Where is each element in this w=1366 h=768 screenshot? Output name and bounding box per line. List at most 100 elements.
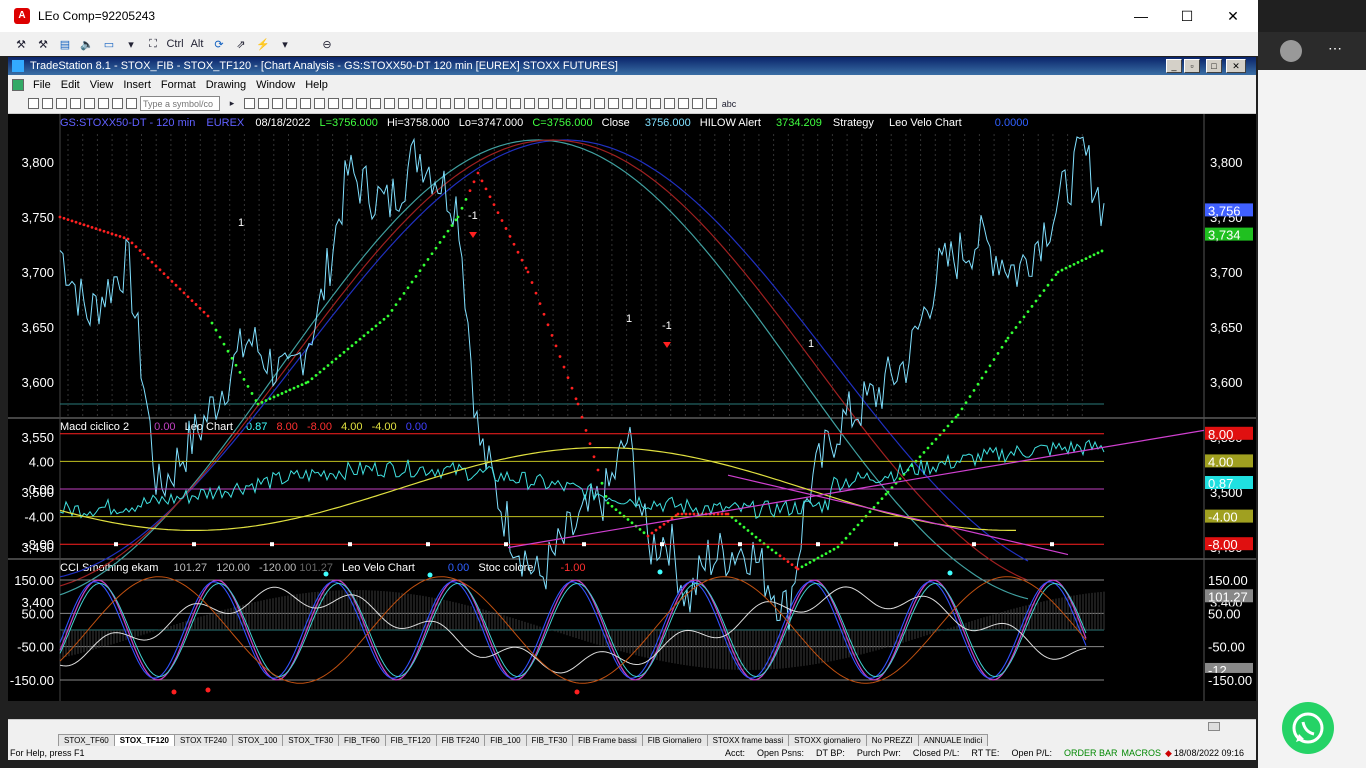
chevron-down-icon[interactable]: ▾ — [282, 38, 288, 51]
arc-icon[interactable] — [650, 98, 661, 109]
arrow-up-icon[interactable] — [678, 98, 689, 109]
tool-k-icon[interactable] — [398, 98, 409, 109]
menu-insert[interactable]: Insert — [123, 78, 151, 91]
tool-icon[interactable]: ⚒ — [16, 38, 26, 51]
paste-icon[interactable] — [112, 98, 123, 109]
trendline-icon[interactable] — [566, 98, 577, 109]
pointer-icon[interactable]: ⇗ — [236, 38, 246, 51]
menu-help[interactable]: Help — [305, 78, 328, 91]
workspace-tab[interactable]: ANNUALE Indici — [917, 734, 989, 746]
workspace-tab[interactable]: STOX TF240 — [173, 734, 233, 746]
arrows-icon[interactable] — [636, 98, 647, 109]
menu-file[interactable]: File — [33, 78, 51, 91]
copy-icon[interactable] — [98, 98, 109, 109]
ts-maximize-button[interactable]: □ — [1206, 59, 1222, 73]
workspace-tab[interactable]: STOXX frame bassi — [706, 734, 790, 746]
tool-b-icon[interactable] — [272, 98, 283, 109]
tool-m-icon[interactable] — [426, 98, 437, 109]
zoom-out-icon[interactable] — [468, 98, 479, 109]
workspace-tab[interactable]: FIB Giornaliero — [641, 734, 708, 746]
tool-c-icon[interactable] — [286, 98, 297, 109]
alt-key-button[interactable]: Alt — [190, 38, 204, 50]
grid-icon[interactable] — [126, 98, 137, 109]
tool2-icon[interactable]: ⚒ — [38, 38, 48, 51]
avatar[interactable] — [1280, 40, 1302, 62]
workspace-tab[interactable]: STOX_TF30 — [282, 734, 340, 746]
monitor-icon[interactable]: ▭ — [103, 38, 115, 51]
menu-format[interactable]: Format — [160, 78, 196, 91]
minimize-button[interactable]: — — [1134, 8, 1148, 24]
macros-button[interactable]: MACROS — [1121, 748, 1161, 758]
menu-drawing[interactable]: Drawing — [205, 78, 247, 91]
tool-r-icon[interactable] — [552, 98, 563, 109]
tool-o-icon[interactable] — [510, 98, 521, 109]
workspace-tab[interactable]: FIB Frame bassi — [572, 734, 643, 746]
fit-icon[interactable]: ⛶ — [149, 37, 157, 50]
tool-q-icon[interactable] — [538, 98, 549, 109]
ts-restore-button[interactable]: ▫ — [1184, 59, 1200, 73]
scroll-thumb[interactable] — [1208, 722, 1220, 731]
channel-icon[interactable] — [608, 98, 619, 109]
new-icon[interactable] — [28, 98, 39, 109]
tool-j-icon[interactable] — [384, 98, 395, 109]
chart-svg[interactable]: GS:STOXX50-DT - 120 min EUREX 08/18/2022… — [8, 114, 1256, 719]
crosshair-icon[interactable]: ⊖ — [322, 38, 332, 51]
ctrl-key-button[interactable]: Ctrl — [166, 38, 184, 50]
ts-close-button[interactable]: ✕ — [1226, 59, 1246, 73]
open-icon[interactable] — [42, 98, 53, 109]
lightning-icon[interactable]: ⚡ — [256, 38, 270, 51]
hline-icon[interactable] — [580, 98, 591, 109]
pointer-icon[interactable] — [496, 98, 507, 109]
workspace-tab[interactable]: FIB_TF60 — [338, 734, 386, 746]
print-icon[interactable] — [70, 98, 81, 109]
save-icon[interactable] — [56, 98, 67, 109]
ts-minimize-button[interactable]: _ — [1166, 59, 1182, 73]
menu-window[interactable]: Window — [256, 78, 296, 91]
chart-icon[interactable] — [244, 98, 255, 109]
arrow-down-icon[interactable] — [664, 98, 675, 109]
text-tool-icon[interactable]: abc — [721, 98, 737, 109]
chevron-down-icon[interactable]: ▾ — [128, 38, 134, 51]
chevron-down-icon[interactable]: ▸ — [229, 98, 235, 108]
workspace-tab[interactable]: STOX_TF120 — [113, 734, 175, 746]
symbol-input[interactable] — [140, 96, 220, 111]
close-button[interactable]: ✕ — [1227, 7, 1239, 24]
workspace-tab[interactable]: FIB_TF120 — [384, 734, 437, 746]
zoom-in-icon[interactable] — [454, 98, 465, 109]
workspace-tab[interactable]: STOXX giornaliero — [788, 734, 867, 746]
book-icon[interactable]: ▤ — [59, 38, 71, 51]
menu-view[interactable]: View — [89, 78, 114, 91]
order-bar-button[interactable]: ORDER BAR — [1063, 748, 1118, 758]
tool-d-icon[interactable] — [300, 98, 311, 109]
workspace-tab[interactable]: No PREZZI — [865, 734, 919, 746]
workspace-tab[interactable]: STOX_TF60 — [58, 734, 115, 746]
cut-icon[interactable] — [84, 98, 95, 109]
tool-n-icon[interactable] — [440, 98, 451, 109]
tool-i-icon[interactable] — [370, 98, 381, 109]
workspace-tab[interactable]: FIB_TF30 — [525, 734, 574, 746]
more-icon[interactable]: ⋯ — [1328, 40, 1342, 56]
workspace-tab[interactable]: STOX_100 — [231, 734, 284, 746]
tool-e-icon[interactable] — [314, 98, 325, 109]
tool-l-icon[interactable] — [412, 98, 423, 109]
whatsapp-icon[interactable] — [1282, 702, 1334, 754]
cci-series: 150.00 50.00 -50.00 -150.00 — [10, 569, 1105, 695]
zoom-icon[interactable] — [482, 98, 493, 109]
fib-icon[interactable] — [594, 98, 605, 109]
workspace-tab[interactable]: FIB_100 — [484, 734, 527, 746]
tool-a-icon[interactable] — [258, 98, 269, 109]
horizontal-scrollbar[interactable] — [8, 719, 1256, 733]
speaker-icon[interactable]: 🔈 — [80, 38, 94, 51]
menu-edit[interactable]: Edit — [60, 78, 80, 91]
tool-g-icon[interactable] — [342, 98, 353, 109]
workspace-tab[interactable]: FIB TF240 — [435, 734, 486, 746]
rect-icon[interactable] — [706, 98, 717, 109]
refresh-icon[interactable]: ⟳ — [214, 38, 224, 51]
maximize-button[interactable]: ☐ — [1180, 7, 1194, 24]
circle-icon[interactable] — [692, 98, 703, 109]
vline-icon[interactable] — [622, 98, 633, 109]
tool-h-icon[interactable] — [356, 98, 367, 109]
tool-f-icon[interactable] — [328, 98, 339, 109]
chart-area[interactable]: GS:STOXX50-DT - 120 min EUREX 08/18/2022… — [8, 114, 1256, 719]
tool-p-icon[interactable] — [524, 98, 535, 109]
